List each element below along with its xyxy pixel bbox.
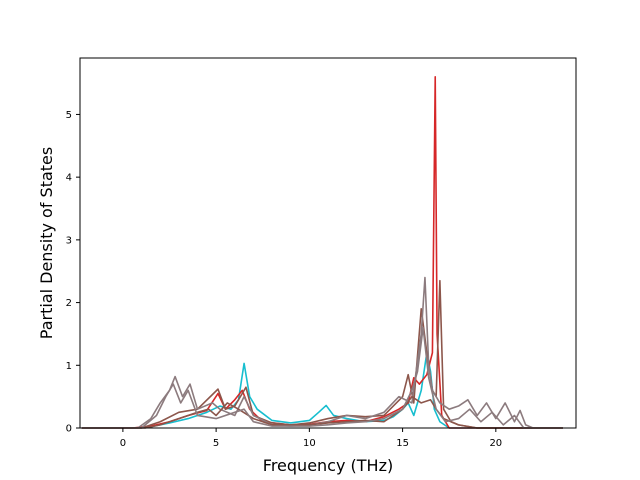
y-tick-label: 1 xyxy=(66,361,72,372)
series-line-3 xyxy=(81,279,563,429)
x-ticks: 0 5 10 15 20 xyxy=(120,428,502,449)
y-tick-label: 3 xyxy=(66,235,72,246)
x-tick-label: 20 xyxy=(489,438,502,449)
y-tick-label: 0 xyxy=(66,424,72,435)
x-tick-label: 15 xyxy=(396,438,409,449)
y-axis-label: Partial Density of States xyxy=(37,147,56,339)
plot-frame xyxy=(79,57,577,429)
y-tick-label: 4 xyxy=(66,173,72,184)
x-tick-label: 0 xyxy=(120,438,126,449)
plot-area xyxy=(80,58,576,428)
y-tick-label: 2 xyxy=(66,298,72,309)
x-tick-label: 5 xyxy=(213,438,219,449)
series-layer xyxy=(81,76,563,429)
y-tick-label: 5 xyxy=(66,110,72,121)
series-line-4 xyxy=(81,276,563,429)
x-tick-label: 10 xyxy=(303,438,316,449)
series-line-6 xyxy=(81,326,563,429)
y-ticks: 0 1 2 3 4 5 xyxy=(66,110,80,435)
x-axis-label: Frequency (THz) xyxy=(263,456,393,475)
